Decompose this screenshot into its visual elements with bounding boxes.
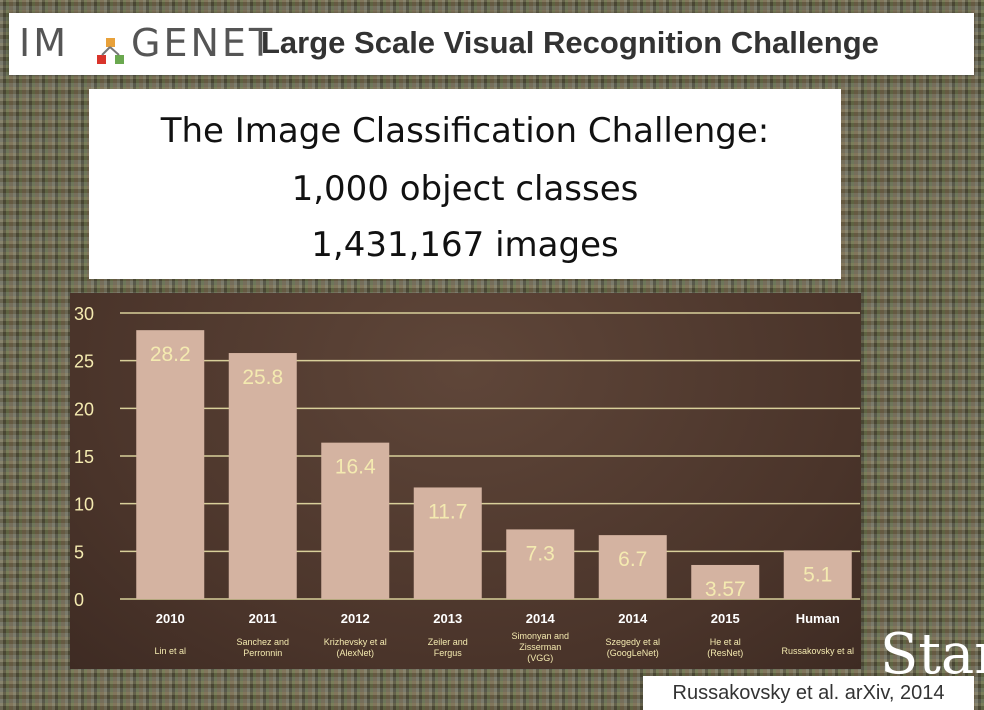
category-label: 2014 <box>526 611 556 626</box>
category-label: 2011 <box>249 611 277 626</box>
bar-value-label: 6.7 <box>618 548 647 571</box>
bar-value-label: 11.7 <box>428 500 467 523</box>
y-tick-label: 30 <box>74 304 94 324</box>
method-label: Fergus <box>434 648 463 658</box>
bar-value-label: 3.57 <box>705 578 746 601</box>
bar-value-label: 5.1 <box>803 563 832 586</box>
y-tick-label: 0 <box>74 590 84 610</box>
y-tick-label: 5 <box>74 542 84 562</box>
citation: Russakovsky et al. arXiv, 2014 <box>643 676 974 710</box>
method-label: Zisserman <box>519 642 561 652</box>
header-title: Large Scale Visual Recognition Challenge <box>261 25 879 60</box>
logo-text-im: IM <box>19 21 69 65</box>
y-tick-label: 20 <box>74 399 94 419</box>
y-tick-label: 10 <box>74 495 94 515</box>
method-label: (VGG) <box>527 653 553 663</box>
bar <box>598 535 667 599</box>
bar <box>506 529 575 599</box>
bar-value-label: 28.2 <box>150 343 191 366</box>
method-label: Lin et al <box>154 646 186 656</box>
method-label: Krizhevsky et al <box>324 637 387 647</box>
bar-value-label: 25.8 <box>242 366 283 389</box>
method-label: Perronnin <box>243 648 282 658</box>
method-label: (AlexNet) <box>336 648 374 658</box>
method-label: He et al <box>710 637 741 647</box>
logo-network-icon <box>97 38 124 64</box>
image-count: 1,431,167 images <box>311 225 619 265</box>
class-count: 1,000 object classes <box>291 169 639 209</box>
challenge-title: The Image Classification Challenge: <box>160 111 770 151</box>
y-tick-label: 15 <box>74 447 94 467</box>
method-label: (GoogLeNet) <box>607 648 659 658</box>
method-label: Russakovsky et al <box>781 646 854 656</box>
header-bar: IM GENET Large Scale Visual Recognition … <box>9 13 974 75</box>
method-label: Simonyan and <box>511 631 569 641</box>
category-label: 2012 <box>341 611 370 626</box>
method-label: Zeiler and <box>428 637 468 647</box>
y-tick-label: 25 <box>74 352 94 372</box>
bar <box>136 330 205 599</box>
error-rate-chart: 0 5 10 15 20 25 30 28.2 2010 Lin et al 25.8 2011 San… <box>70 293 861 669</box>
bar-chart-svg: 0 5 10 15 20 25 30 28.2 2010 Lin et al 25.8 2011 San… <box>74 304 860 663</box>
bar <box>413 487 482 599</box>
method-label: (ResNet) <box>707 648 743 658</box>
category-label: 2014 <box>618 611 648 626</box>
bar <box>783 550 852 599</box>
bar <box>691 564 760 599</box>
bar <box>228 353 297 599</box>
challenge-info-box: The Image Classification Challenge: 1,00… <box>89 89 841 279</box>
bar-value-label: 7.3 <box>526 542 555 565</box>
category-label: 2015 <box>711 611 740 626</box>
category-label: Human <box>796 611 840 626</box>
bar <box>321 442 390 599</box>
category-label: 2010 <box>156 611 185 626</box>
logo-text-genet: GENET <box>131 21 276 65</box>
bar-value-label: 16.4 <box>335 456 376 479</box>
method-label: Sanchez and <box>236 637 289 647</box>
category-label: 2013 <box>433 611 462 626</box>
method-label: Szegedy et al <box>605 637 660 647</box>
stanford-watermark: Star <box>880 622 984 687</box>
